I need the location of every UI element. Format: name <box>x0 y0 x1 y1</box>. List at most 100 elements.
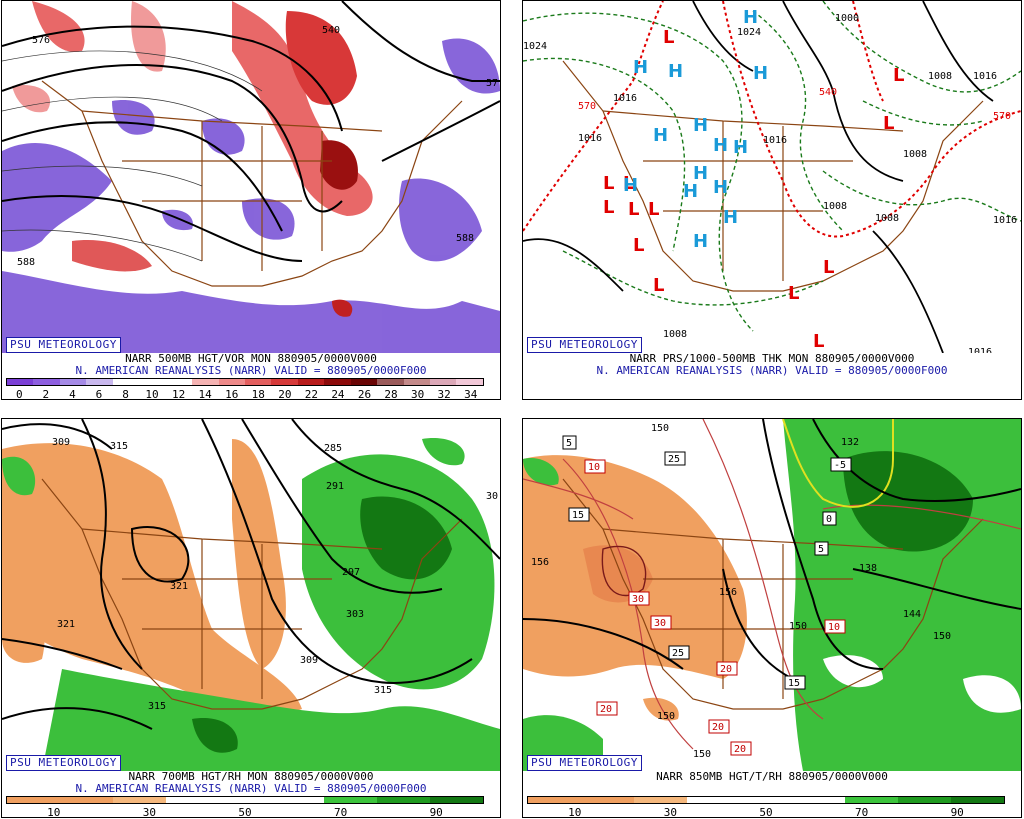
colorbar-tick: 4 <box>69 388 76 401</box>
high-pressure-marker: H <box>713 135 728 156</box>
low-pressure-marker: L <box>648 199 659 220</box>
panel-subtitle: N. AMERICAN REANALYSIS (NARR) VALID = 88… <box>75 364 427 377</box>
psu-meteorology-badge: PSU METEOROLOGY <box>527 337 642 353</box>
colorbar-tick: 10 <box>47 806 61 819</box>
colorbar-tick: 18 <box>251 388 265 401</box>
svg-text:20: 20 <box>712 722 724 733</box>
colorbar-swatch <box>271 797 325 803</box>
colorbar-tick: 50 <box>759 806 773 819</box>
colorbar-tick: 28 <box>384 388 398 401</box>
svg-text:25: 25 <box>672 648 684 659</box>
svg-text:30: 30 <box>632 594 644 605</box>
contour-label: 315 <box>110 441 128 452</box>
colorbar-swatch <box>192 379 219 385</box>
contour-label: 150 <box>651 423 669 434</box>
contour-label: 132 <box>841 437 859 448</box>
svg-text:20: 20 <box>720 664 732 675</box>
rh700-map: 309 315 285 291 297 303 309 315 321 321 … <box>2 419 500 771</box>
colorbar-swatch <box>218 797 272 803</box>
psu-meteorology-badge: PSU METEOROLOGY <box>527 755 642 771</box>
low-pressure-marker: L <box>633 235 644 256</box>
colorbar-tick: 30 <box>410 388 425 401</box>
colorbar-swatch <box>271 379 298 385</box>
colorbar-swatch <box>112 797 166 803</box>
svg-text:20: 20 <box>600 704 612 715</box>
colorbar-tick: 70 <box>854 806 869 819</box>
temperature-label-box: 5 <box>562 435 577 450</box>
low-pressure-marker: L <box>893 65 904 86</box>
colorbar-swatch <box>898 797 952 803</box>
isobar-label: 1016 <box>968 347 992 353</box>
colorbar-tick: 50 <box>238 806 252 819</box>
low-pressure-marker: L <box>883 113 894 134</box>
vorticity-map: 576 540 57 588 588 <box>2 1 500 353</box>
isobar-label: 1000 <box>835 13 859 24</box>
svg-text:15: 15 <box>572 510 584 521</box>
panel-title: NARR 700MB HGT/RH MON 880905/0000V000 <box>128 770 374 783</box>
high-pressure-marker: H <box>693 231 708 252</box>
colorbar-tick: 30 <box>142 806 157 819</box>
colorbar-tick: 34 <box>464 388 478 401</box>
contour-label: 156 <box>719 587 737 598</box>
high-pressure-marker: H <box>668 61 683 82</box>
colorbar-tick: 70 <box>333 806 348 819</box>
isobar-label: 1024 <box>737 27 761 38</box>
high-pressure-marker: H <box>753 63 768 84</box>
high-pressure-marker: H <box>743 7 758 28</box>
panel-500mb-vorticity: 576 540 57 588 588 PSU METEOROLOGY NARR … <box>1 0 501 401</box>
rh-colorbar-ticks: 10 30 50 70 90 <box>6 806 484 819</box>
colorbar-swatch <box>33 379 60 385</box>
contour-label: 588 <box>17 257 35 268</box>
psu-meteorology-badge: PSU METEOROLOGY <box>6 337 121 353</box>
colorbar-swatch <box>456 379 483 385</box>
contour-label: 315 <box>374 685 392 696</box>
colorbar-swatch <box>112 379 140 385</box>
low-pressure-marker: L <box>623 173 634 194</box>
colorbar-swatch <box>580 797 634 803</box>
isobar-label: 1016 <box>763 135 787 146</box>
colorbar-swatch <box>324 797 378 803</box>
colorbar-swatch <box>59 797 113 803</box>
colorbar-tick: 8 <box>122 388 129 401</box>
contour-label: 30 <box>486 491 498 502</box>
panel-title: NARR 850MB HGT/T/RH 880905/0000V000 <box>656 770 888 783</box>
temperature-label-box: 20 <box>716 661 738 676</box>
temperature-label-box: -5 <box>830 457 852 472</box>
colorbar-swatch <box>324 379 351 385</box>
colorbar-swatch <box>633 797 687 803</box>
contour-label: 309 <box>52 437 70 448</box>
colorbar-swatch <box>165 797 219 803</box>
temperature-label-box: 10 <box>584 459 606 474</box>
low-pressure-marker: L <box>823 257 834 278</box>
colorbar-swatch <box>297 379 325 385</box>
colorbar-swatch <box>7 379 34 385</box>
thickness-label: 570 <box>993 111 1011 122</box>
high-pressure-marker: H <box>693 115 708 136</box>
colorbar-swatch <box>165 379 193 385</box>
thickness-label: 540 <box>819 87 837 98</box>
colorbar-swatch <box>377 797 431 803</box>
svg-text:-5: -5 <box>834 460 846 471</box>
isobar-label: 1008 <box>928 71 952 82</box>
contour-label: 297 <box>342 567 360 578</box>
high-pressure-marker: H <box>723 207 738 228</box>
colorbar-swatch <box>845 797 899 803</box>
isobar-label: 1008 <box>663 329 687 340</box>
colorbar-swatch <box>430 379 457 385</box>
temperature-label-box: 10 <box>824 619 846 634</box>
low-pressure-marker: L <box>653 275 664 296</box>
psu-meteorology-badge: PSU METEOROLOGY <box>6 755 121 771</box>
rh-colorbar-ticks: 10 30 50 70 90 <box>527 806 1005 819</box>
colorbar-swatch <box>528 797 581 803</box>
isobar-label: 1024 <box>523 41 547 52</box>
isobar-label: 1008 <box>875 213 899 224</box>
contour-label: 540 <box>322 25 340 36</box>
svg-text:0: 0 <box>826 514 832 525</box>
contour-label: 321 <box>170 581 188 592</box>
temperature-label-box: 5 <box>814 541 829 556</box>
colorbar-tick: 32 <box>437 388 451 401</box>
svg-text:30: 30 <box>654 618 666 629</box>
svg-text:20: 20 <box>734 744 746 755</box>
